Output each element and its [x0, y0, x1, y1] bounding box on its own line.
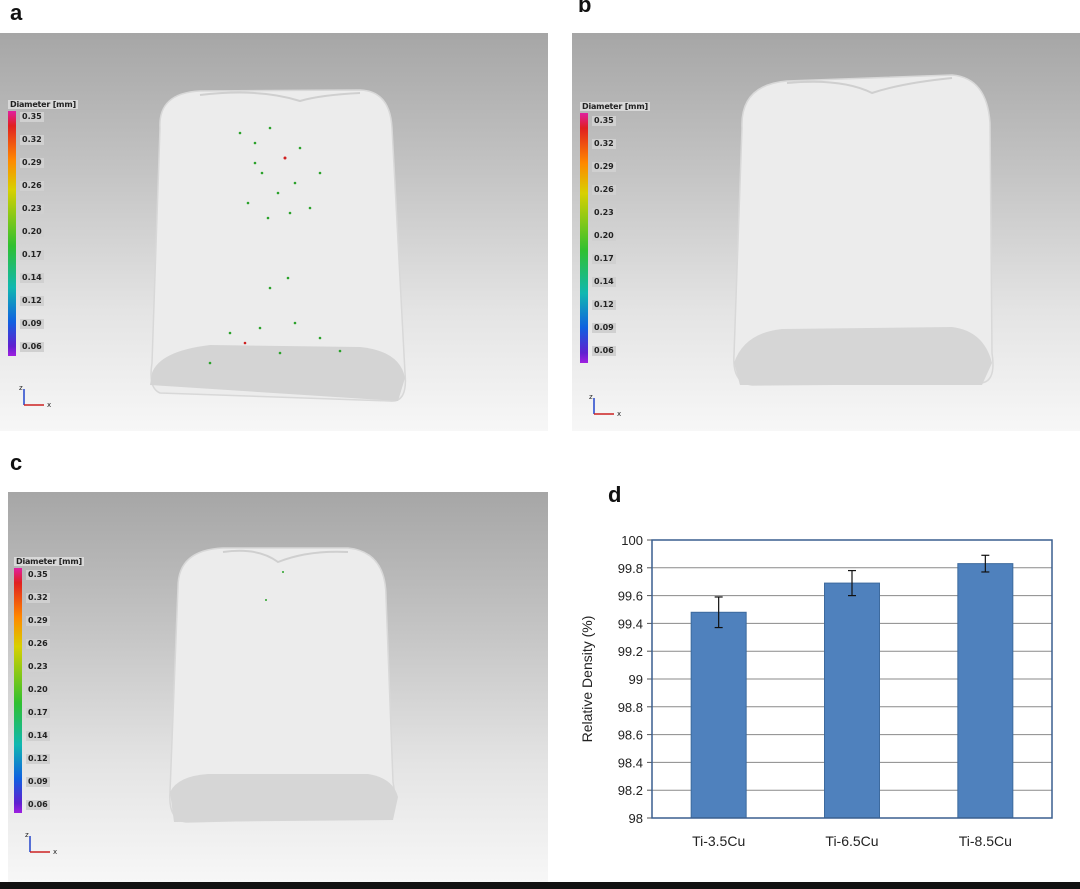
scale-tick: 0.14: [26, 731, 50, 741]
scale-tick: 0.32: [20, 135, 44, 145]
scale-tick: 0.06: [592, 346, 616, 356]
panel-letter-b: b: [578, 0, 592, 17]
y-tick-label: 99.4: [618, 616, 643, 631]
y-tick-label: 98.2: [618, 783, 643, 798]
scale-tick: 0.32: [26, 593, 50, 603]
scale-tick: 0.14: [20, 273, 44, 283]
scale-tick: 0.26: [20, 181, 44, 191]
y-tick-label: 100: [621, 533, 643, 548]
bar: [824, 582, 880, 819]
scale-tick: 0.09: [26, 777, 50, 787]
scale-tick: 0.17: [20, 250, 44, 260]
ct-panel-a: [0, 33, 548, 431]
y-tick-label: 98.8: [618, 700, 643, 715]
scale-tick: 0.20: [20, 227, 44, 237]
axes-orientation-icon-b: z x: [589, 393, 621, 418]
axis-z-label: z: [19, 384, 23, 392]
scale-tick: 0.23: [592, 208, 616, 218]
panel-letter-c: c: [10, 450, 23, 475]
color-scale-bar: [14, 568, 22, 813]
relative-density-chart: 98 98.2 98.4 98.6 98.8 99 99.2 99.4 99.6 99.8 100 T…: [579, 533, 1053, 849]
scale-tick: 0.23: [26, 662, 50, 672]
scale-tick: 0.26: [26, 639, 50, 649]
y-tick-label: 98: [629, 811, 643, 826]
scale-tick: 0.06: [26, 800, 50, 810]
scale-tick: 0.26: [592, 185, 616, 195]
y-axis-label: Relative Density (%): [579, 616, 595, 743]
scale-tick: 0.35: [26, 570, 50, 580]
scale-tick: 0.29: [26, 616, 50, 626]
axes-orientation-icon-c: z x: [25, 831, 57, 856]
diameter-scale-c: Diameter [mm] 0.35 0.32 0.29 0.26 0.23 0…: [14, 557, 84, 813]
bottom-border: [0, 882, 1080, 889]
diameter-scale-a: Diameter [mm] 0.35 0.32 0.29 0.26 0.23 0…: [8, 100, 78, 356]
scale-tick: 0.20: [592, 231, 616, 241]
panel-letter-a: a: [10, 0, 23, 25]
scale-title: Diameter [mm]: [580, 102, 650, 111]
y-tick-label: 99.2: [618, 644, 643, 659]
axis-x-label: x: [53, 848, 57, 856]
axis-z-label: z: [25, 831, 29, 839]
scale-tick: 0.29: [20, 158, 44, 168]
y-tick-label: 99.6: [618, 589, 643, 604]
scale-tick: 0.20: [26, 685, 50, 695]
ct-panel-c: [8, 492, 548, 882]
scale-tick: 0.17: [592, 254, 616, 264]
x-tick-label: Ti-3.5Cu: [692, 833, 745, 849]
scale-title: Diameter [mm]: [8, 100, 78, 109]
scale-tick: 0.09: [20, 319, 44, 329]
x-tick-label: Ti-8.5Cu: [959, 833, 1012, 849]
axis-z-label: z: [589, 393, 593, 401]
scale-tick: 0.23: [20, 204, 44, 214]
ct-scan-render-a: [150, 89, 407, 402]
y-tick-label: 98.6: [618, 728, 643, 743]
scale-tick: 0.14: [592, 277, 616, 287]
scale-tick: 0.35: [20, 112, 44, 122]
pore-cluster-a: [208, 126, 342, 365]
ct-scan-render-b: [733, 74, 994, 386]
scale-tick: 0.12: [20, 296, 44, 306]
scale-tick: 0.35: [592, 116, 616, 126]
diameter-scale-b: Diameter [mm] 0.35 0.32 0.29 0.26 0.23 0…: [580, 102, 650, 363]
axis-x-label: x: [617, 410, 621, 418]
scale-tick: 0.32: [592, 139, 616, 149]
axis-x-label: x: [47, 401, 51, 409]
ct-scan-render-c: [169, 547, 398, 823]
color-scale-bar: [8, 111, 16, 356]
y-tick-label: 99.8: [618, 561, 643, 576]
ct-panel-b: [572, 33, 1080, 431]
scale-tick: 0.17: [26, 708, 50, 718]
color-scale-bar: [580, 113, 588, 363]
scale-tick: 0.12: [26, 754, 50, 764]
scale-tick: 0.29: [592, 162, 616, 172]
x-tick-label: Ti-6.5Cu: [825, 833, 878, 849]
scale-tick: 0.12: [592, 300, 616, 310]
scale-tick: 0.06: [20, 342, 44, 352]
panel-letter-d: d: [608, 482, 622, 507]
plot-frame: [651, 539, 1053, 819]
scale-title: Diameter [mm]: [14, 557, 84, 566]
bar: [957, 563, 1014, 819]
scale-tick: 0.09: [592, 323, 616, 333]
y-tick-label: 98.4: [618, 755, 643, 770]
axes-orientation-icon-a: z x: [19, 384, 51, 409]
bar: [690, 611, 747, 819]
y-tick-label: 99: [629, 672, 643, 687]
